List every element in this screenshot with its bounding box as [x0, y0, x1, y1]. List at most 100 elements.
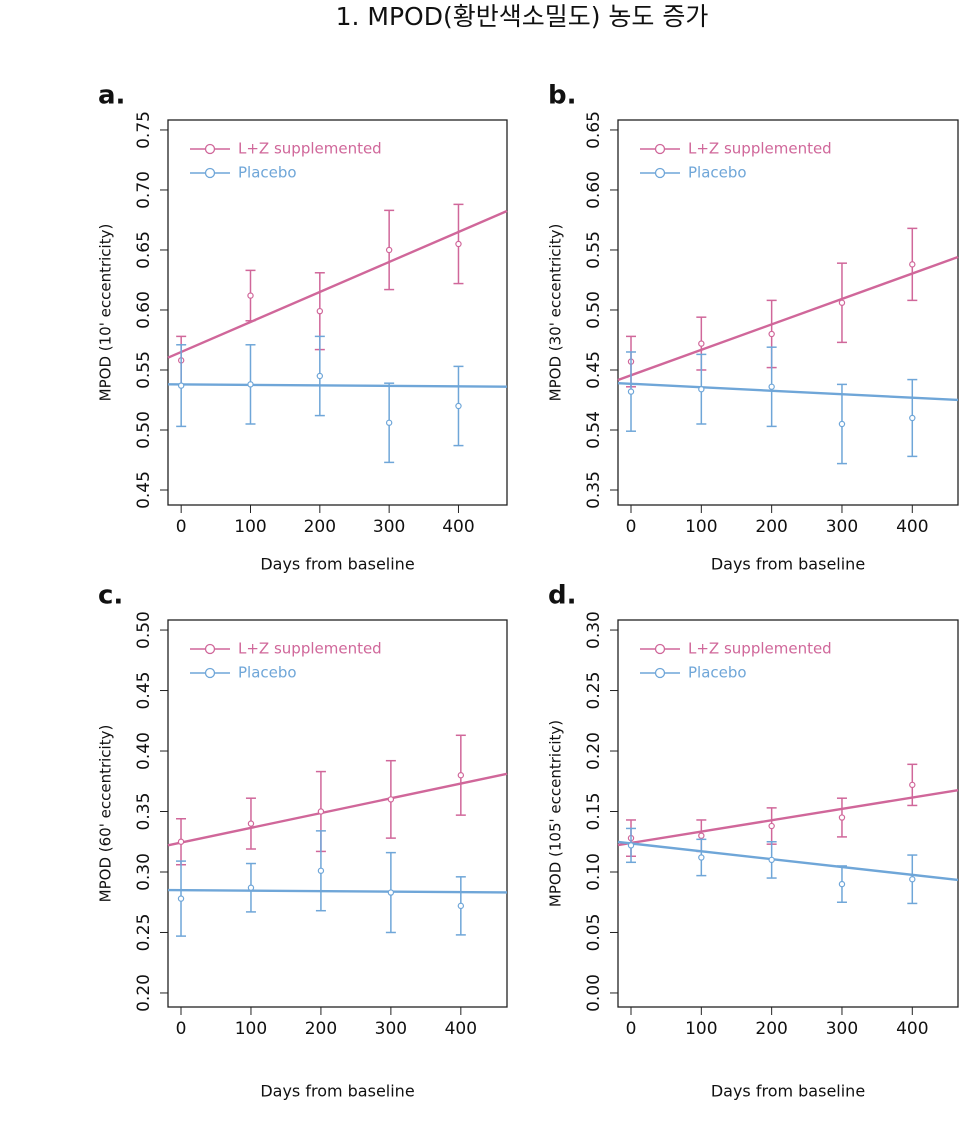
- data-point: [698, 832, 705, 839]
- y-tick-label: 0.15: [584, 793, 604, 831]
- data-point: [838, 420, 846, 428]
- legend-label: Placebo: [238, 664, 297, 682]
- y-axis-label: MPOD (105' eccentricity): [547, 720, 565, 907]
- y-tick-label: 0.45: [584, 351, 604, 389]
- data-point: [385, 246, 393, 254]
- x-tick-label: 400: [896, 1019, 928, 1039]
- data-point: [316, 307, 324, 315]
- data-point: [455, 240, 462, 248]
- data-point: [385, 419, 393, 426]
- legend-label: L+Z supplemented: [238, 640, 382, 658]
- x-tick-label: 200: [305, 1019, 337, 1039]
- fit-line: [617, 840, 959, 882]
- legend-marker: [204, 143, 216, 155]
- x-tick-label: 200: [755, 1019, 787, 1039]
- data-point: [247, 292, 254, 299]
- y-tick-label: 0.65: [134, 231, 154, 269]
- fit-line: [617, 255, 959, 382]
- y-tick-label: 0.20: [584, 732, 604, 770]
- fit-line: [167, 888, 508, 894]
- x-tick-label: 200: [755, 517, 787, 537]
- x-tick-label: 400: [445, 1019, 477, 1039]
- data-point: [768, 383, 775, 390]
- data-point: [316, 372, 324, 380]
- legend-label: L+Z supplemented: [238, 140, 382, 158]
- y-tick-label: 0.10: [584, 853, 604, 891]
- x-tick-label: 0: [626, 517, 637, 537]
- y-axis-label: MPOD (10' eccentricity): [97, 224, 115, 402]
- y-tick-label: 0.35: [584, 471, 604, 509]
- data-point: [698, 854, 705, 861]
- data-point: [387, 889, 395, 896]
- y-tick-label: 0.60: [134, 291, 154, 329]
- legend-label: Placebo: [688, 164, 747, 182]
- x-axis-label: Days from baseline: [260, 555, 414, 574]
- data-point: [317, 808, 325, 815]
- y-tick-label: 0.45: [134, 672, 154, 710]
- y-tick-label: 0.55: [134, 351, 154, 389]
- y-tick-label: 0.60: [584, 171, 604, 209]
- y-tick-label: 0.50: [134, 411, 154, 449]
- fit-line: [617, 788, 959, 847]
- x-tick-label: 400: [896, 517, 928, 537]
- x-tick-label: 300: [375, 1019, 407, 1039]
- x-tick-label: 0: [176, 1019, 187, 1039]
- legend-label: L+Z supplemented: [688, 640, 832, 658]
- y-axis-label: MPOD (60' eccentricity): [97, 725, 115, 903]
- data-point: [177, 895, 185, 902]
- legend-label: Placebo: [238, 164, 297, 182]
- fit-line: [167, 772, 508, 847]
- y-tick-label: 0.05: [584, 914, 604, 952]
- data-point: [455, 402, 462, 410]
- data-point: [627, 842, 635, 849]
- data-point: [177, 838, 185, 845]
- page-title: 1. MPOD(황반색소밀도) 농도 증가: [336, 2, 709, 31]
- data-point: [838, 299, 846, 306]
- legend-marker: [204, 667, 216, 679]
- data-point: [627, 388, 635, 395]
- y-tick-label: 0.25: [584, 672, 604, 710]
- x-tick-label: 100: [234, 517, 266, 537]
- data-point: [698, 340, 705, 347]
- data-point: [457, 902, 465, 910]
- plot-frame: [617, 619, 959, 1008]
- data-point: [909, 414, 916, 422]
- y-tick-label: 0.65: [584, 111, 604, 149]
- y-tick-label: 0.50: [584, 291, 604, 329]
- data-point: [768, 330, 775, 338]
- x-axis-label: Days from baseline: [711, 1082, 865, 1101]
- data-point: [909, 876, 916, 883]
- data-point: [247, 820, 255, 827]
- x-tick-label: 300: [826, 517, 858, 537]
- y-tick-label: 0.30: [584, 611, 604, 649]
- x-tick-label: 0: [176, 517, 187, 537]
- legend-marker: [654, 643, 666, 655]
- x-tick-label: 100: [685, 517, 717, 537]
- x-tick-label: 0: [626, 1019, 637, 1039]
- data-point: [768, 856, 775, 864]
- y-tick-label: 0.70: [134, 171, 154, 209]
- y-tick-label: 0.45: [134, 471, 154, 509]
- y-tick-label: 0.55: [584, 231, 604, 269]
- data-point: [909, 781, 916, 789]
- legend-marker: [654, 667, 666, 679]
- x-axis-label: Days from baseline: [260, 1082, 414, 1101]
- x-tick-label: 200: [304, 517, 336, 537]
- x-tick-label: 100: [685, 1019, 717, 1039]
- y-tick-label: 0.75: [134, 111, 154, 149]
- fit-line: [167, 209, 508, 359]
- panel-label: b.: [548, 81, 577, 111]
- data-point: [317, 867, 325, 874]
- plot-frame: [617, 119, 959, 506]
- data-point: [247, 381, 254, 388]
- data-point: [838, 814, 846, 821]
- data-point: [909, 261, 916, 268]
- y-tick-label: 0.00: [584, 974, 604, 1012]
- data-point: [457, 772, 465, 779]
- x-tick-label: 100: [235, 1019, 267, 1039]
- panel-label: a.: [98, 81, 125, 111]
- data-point: [768, 822, 775, 830]
- y-axis-label: MPOD (30' eccentricity): [547, 224, 565, 402]
